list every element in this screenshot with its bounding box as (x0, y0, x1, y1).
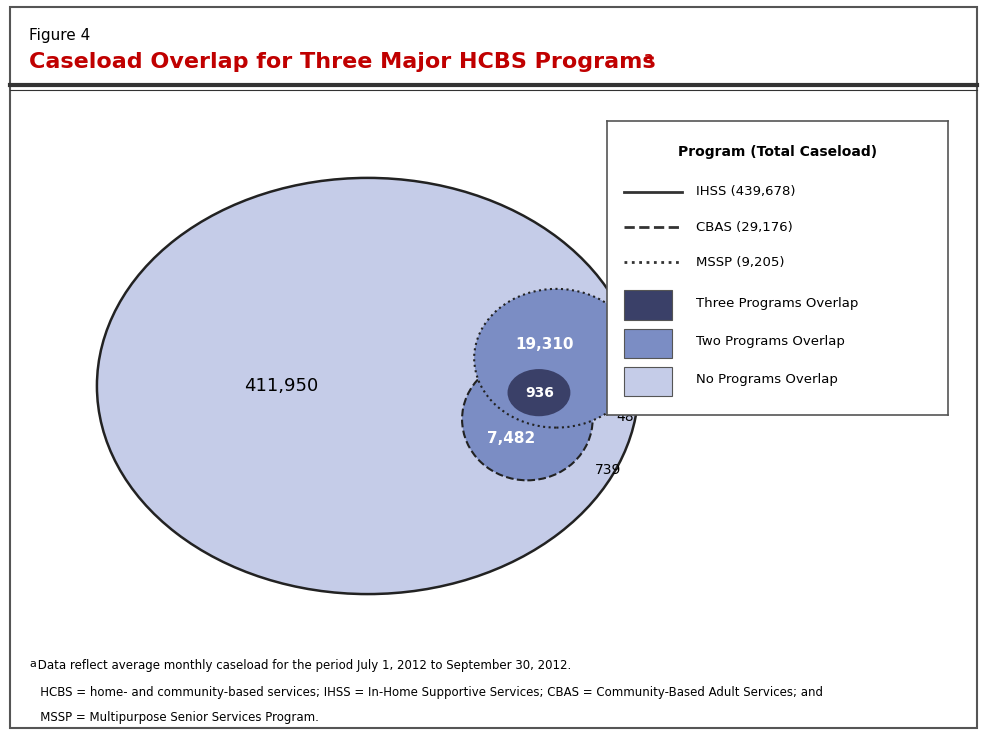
Text: Two Programs Overlap: Two Programs Overlap (695, 335, 844, 348)
Text: HCBS = home- and community-based services; IHSS = In-Home Supportive Services; C: HCBS = home- and community-based service… (30, 686, 822, 698)
Text: 19,310: 19,310 (515, 337, 574, 352)
Text: 411,950: 411,950 (244, 377, 317, 395)
FancyBboxPatch shape (623, 290, 671, 320)
FancyBboxPatch shape (623, 329, 671, 358)
Ellipse shape (473, 289, 638, 428)
Text: CBAS (29,176): CBAS (29,176) (695, 220, 792, 234)
Text: 7,482: 7,482 (486, 431, 534, 446)
Text: Figure 4: Figure 4 (30, 28, 91, 43)
Text: MSSP = Multipurpose Senior Services Program.: MSSP = Multipurpose Senior Services Prog… (30, 711, 318, 725)
Text: Caseload Overlap for Three Major HCBS Programs: Caseload Overlap for Three Major HCBS Pr… (30, 51, 655, 72)
Text: 739: 739 (594, 463, 620, 477)
Text: a: a (30, 659, 36, 669)
Text: IHSS (439,678): IHSS (439,678) (695, 185, 795, 198)
Text: No Programs Overlap: No Programs Overlap (695, 373, 836, 387)
Ellipse shape (97, 178, 638, 594)
Text: MSSP (9,205): MSSP (9,205) (695, 256, 783, 269)
FancyBboxPatch shape (623, 367, 671, 396)
Ellipse shape (461, 358, 592, 481)
Text: Data reflect average monthly caseload for the period July 1, 2012 to September 3: Data reflect average monthly caseload fo… (34, 659, 571, 672)
Text: a: a (643, 51, 653, 65)
Text: 936: 936 (525, 386, 554, 400)
Text: Program (Total Caseload): Program (Total Caseload) (677, 145, 876, 159)
Text: Three Programs Overlap: Three Programs Overlap (695, 297, 857, 310)
Text: 48: 48 (615, 409, 633, 423)
Text: 8,882: 8,882 (613, 325, 653, 339)
Ellipse shape (507, 369, 570, 416)
